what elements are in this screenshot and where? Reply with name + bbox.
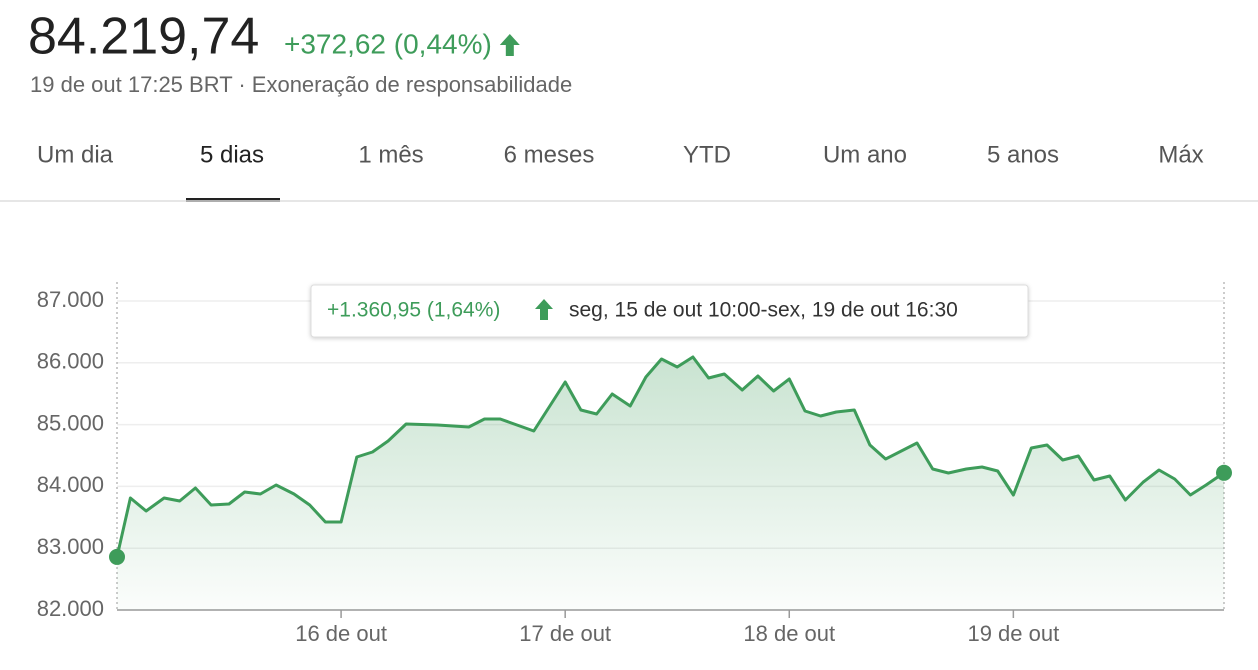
- tooltip-box: [310, 284, 1029, 338]
- price: 84.219,74: [28, 8, 259, 66]
- tab-underline: [186, 198, 280, 202]
- tab[interactable]: Um dia: [37, 141, 114, 168]
- y-tick-label: 82.000: [37, 596, 104, 621]
- y-tick-label: 84.000: [37, 472, 104, 497]
- x-tick-label: 17 de out: [519, 621, 611, 646]
- tab[interactable]: Um ano: [823, 141, 907, 168]
- y-tick-label: 87.000: [37, 287, 104, 312]
- tooltip-range: seg, 15 de out 10:00-sex, 19 de out 16:3…: [569, 299, 958, 322]
- y-tick-label: 86.000: [37, 349, 104, 374]
- tooltip: +1.360,95 (1,64%) seg, 15 de out 10:00-s…: [310, 284, 1029, 338]
- y-tick-label: 83.000: [37, 534, 104, 559]
- up-arrow: [499, 34, 520, 56]
- x-tick-label: 19 de out: [967, 621, 1059, 646]
- endpoint-dot: [109, 548, 125, 565]
- timestamp: 19 de out 17:25 BRT · Exoneração de resp…: [30, 72, 572, 97]
- tooltip-change: +1.360,95 (1,64%): [327, 299, 500, 322]
- x-tick-label: 18 de out: [743, 621, 835, 646]
- tab[interactable]: 5 dias: [200, 141, 264, 168]
- price-line: [115, 355, 1225, 558]
- y-tick-label: 85.000: [37, 410, 104, 435]
- tab[interactable]: 6 meses: [504, 141, 595, 168]
- area: [117, 357, 1224, 610]
- range-tabs: Um dia 5 dias 1 mês 6 meses YTD Um ano 5 anos M…: [37, 141, 1204, 202]
- tab[interactable]: YTD: [683, 141, 731, 168]
- tab[interactable]: Máx: [1158, 141, 1203, 168]
- tab[interactable]: 5 anos: [987, 141, 1059, 168]
- endpoint-dot: [1216, 464, 1232, 481]
- chart: 82.000 83.000 84.000 85.000 86.000 87.000 16 d…: [37, 282, 1232, 646]
- up-arrow: [535, 299, 553, 320]
- x-tick-label: 16 de out: [295, 621, 387, 646]
- tab[interactable]: 1 mês: [358, 141, 423, 168]
- price-change: +372,62 (0,44%): [284, 28, 492, 59]
